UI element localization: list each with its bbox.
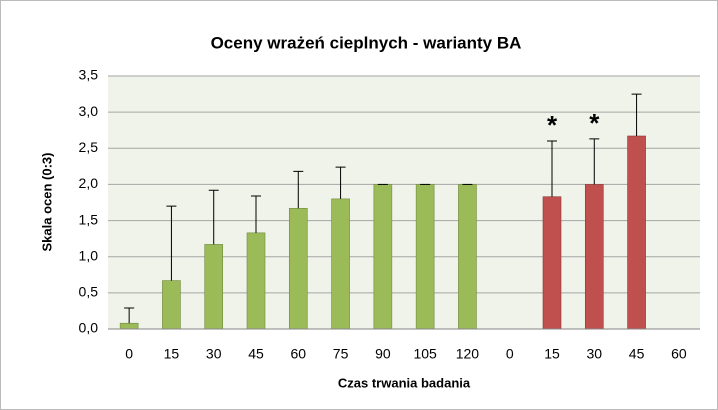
x-tick-label: 60 bbox=[290, 346, 306, 362]
annotation: * bbox=[547, 110, 558, 140]
bar bbox=[162, 280, 181, 330]
error-bar bbox=[208, 189, 219, 245]
y-tick-label: 1,5 bbox=[79, 211, 99, 227]
error-bar bbox=[631, 93, 642, 136]
bar bbox=[415, 184, 435, 330]
x-tick-label: 45 bbox=[248, 346, 264, 362]
x-tick-label: 90 bbox=[375, 346, 391, 362]
bar bbox=[373, 184, 393, 330]
x-tick-label: 0 bbox=[125, 346, 133, 362]
x-tick-label: 105 bbox=[413, 346, 437, 362]
error-bar bbox=[166, 205, 177, 281]
x-tick-label: 75 bbox=[333, 346, 349, 362]
bar bbox=[331, 198, 350, 330]
x-tick-label: 0 bbox=[506, 346, 514, 362]
y-tick-label: 2,5 bbox=[79, 139, 99, 155]
y-tick-label: 3,0 bbox=[79, 103, 99, 119]
bar bbox=[288, 207, 308, 330]
annotation: * bbox=[589, 108, 600, 138]
x-tick-label: 30 bbox=[206, 346, 222, 362]
error-bar bbox=[124, 307, 135, 324]
x-tick-label: 15 bbox=[544, 346, 560, 362]
error-bar bbox=[293, 170, 304, 209]
error-bar bbox=[251, 195, 261, 233]
bar bbox=[458, 184, 477, 330]
x-tick-label: 60 bbox=[671, 346, 687, 362]
bar bbox=[119, 322, 139, 330]
y-tick-label: 0,0 bbox=[79, 320, 99, 336]
error-bar bbox=[547, 140, 557, 197]
bar bbox=[627, 135, 646, 330]
bar bbox=[246, 232, 266, 330]
x-tick-label: 15 bbox=[164, 346, 180, 362]
x-axis-label: Czas trwania badania bbox=[338, 375, 471, 390]
plot-area bbox=[108, 76, 700, 329]
error-bar bbox=[589, 138, 600, 185]
error-bar bbox=[335, 166, 346, 199]
x-tick-label: 30 bbox=[586, 346, 602, 362]
y-tick-label: 2,0 bbox=[79, 175, 99, 191]
y-tick-label: 0,5 bbox=[79, 284, 99, 300]
chart-title: Oceny wrażeń cieplnych - warianty BA bbox=[211, 33, 522, 52]
x-tick-label: 45 bbox=[629, 346, 645, 362]
x-tick-label: 120 bbox=[456, 346, 480, 362]
y-axis-label: Skala ocen (0:3) bbox=[39, 153, 54, 252]
bar bbox=[584, 184, 604, 330]
bar bbox=[542, 196, 562, 330]
y-tick-label: 1,0 bbox=[79, 247, 99, 263]
y-tick-label: 3,5 bbox=[79, 67, 99, 83]
bar bbox=[204, 244, 224, 330]
